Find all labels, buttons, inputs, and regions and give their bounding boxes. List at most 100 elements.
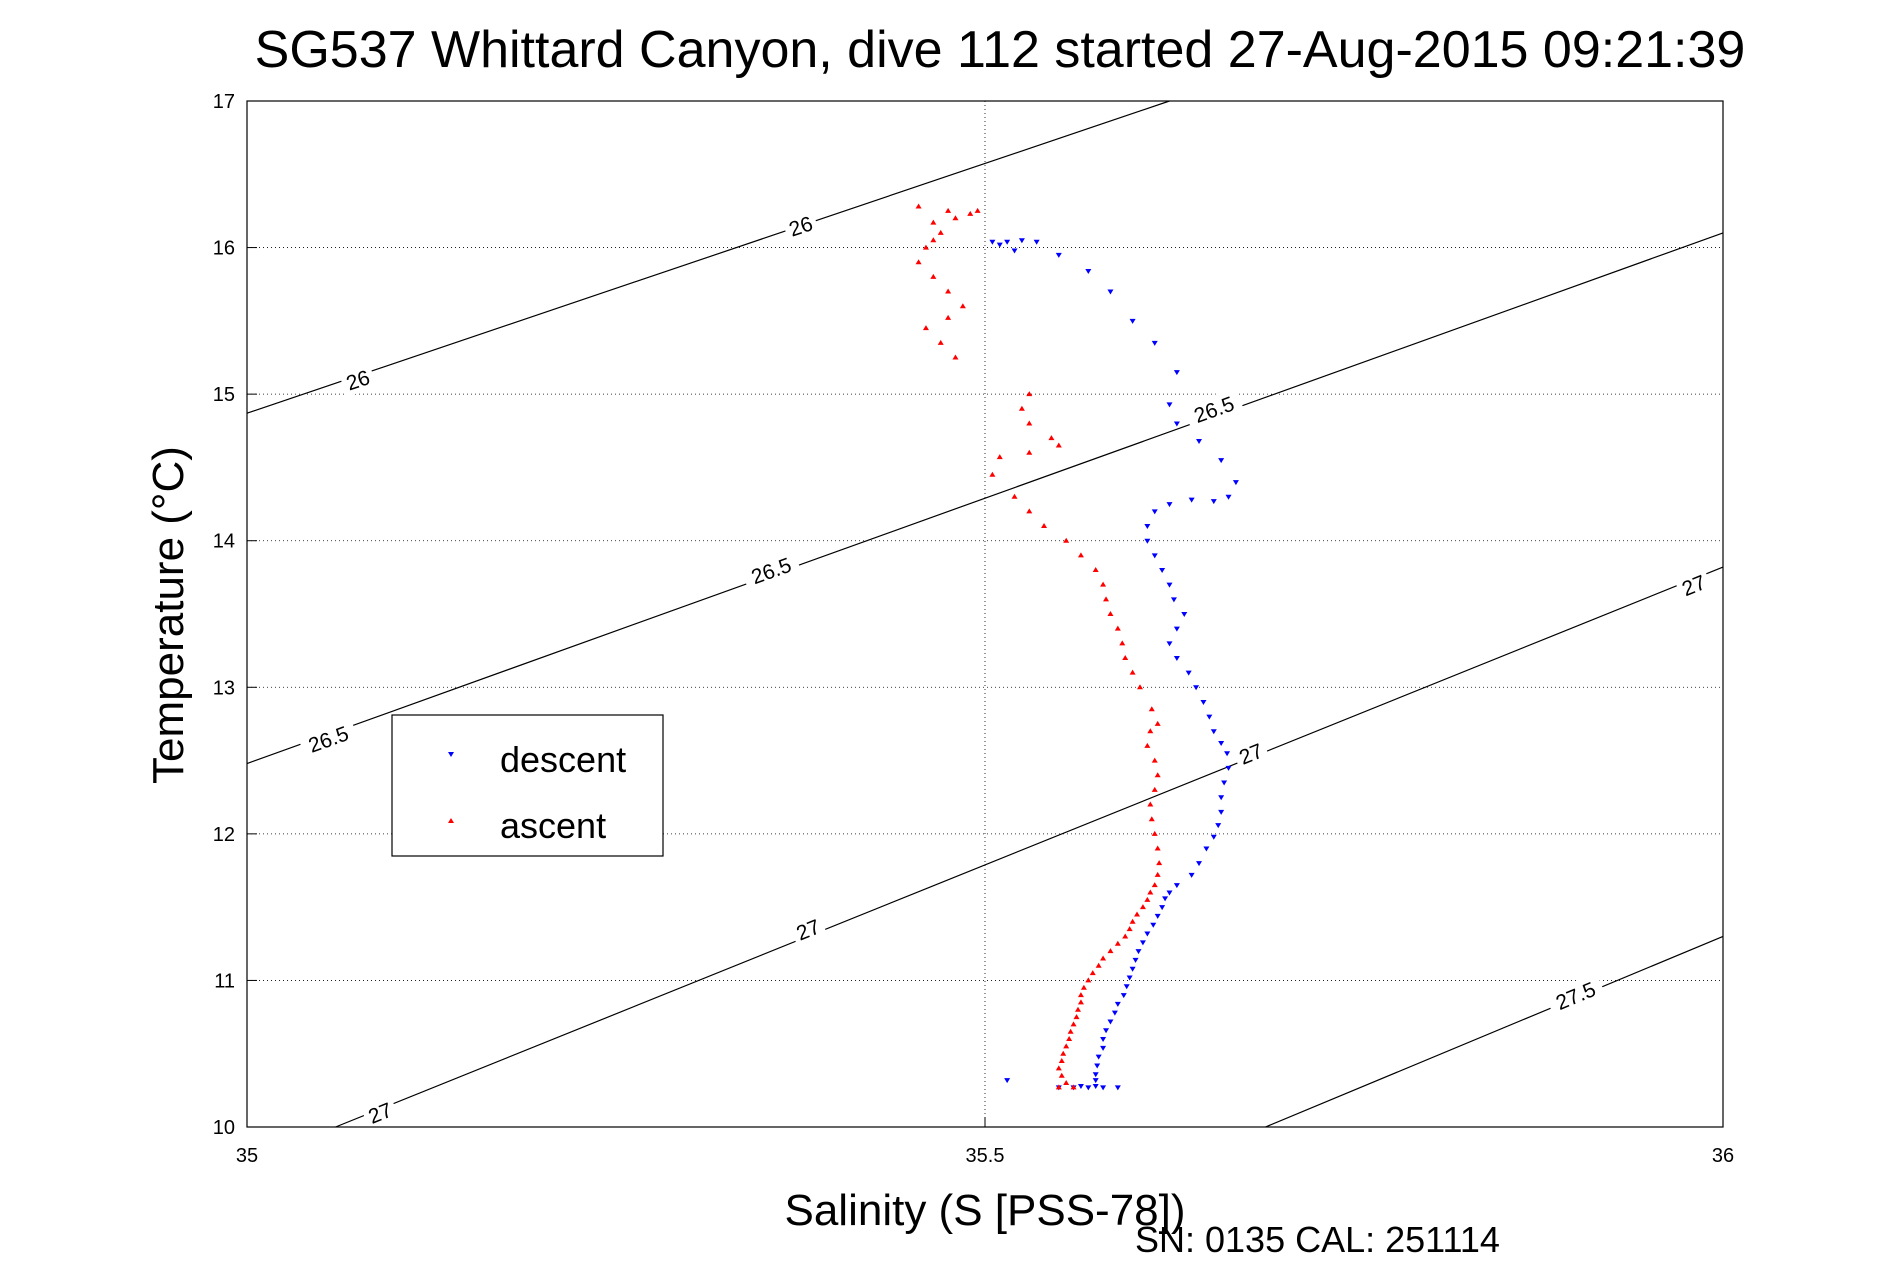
data-point-descent: [1159, 568, 1166, 574]
y-axis-label: Temperature (°C): [144, 446, 193, 784]
data-point-ascent: [1095, 962, 1102, 968]
data-point-ascent: [996, 454, 1003, 460]
data-point-descent: [1151, 553, 1158, 559]
data-point-ascent: [930, 237, 937, 243]
y-tick-label: 16: [213, 238, 235, 260]
data-point-ascent: [1055, 442, 1062, 448]
data-point-descent: [1135, 949, 1142, 955]
data-point-descent: [1151, 340, 1158, 346]
data-point-ascent: [1058, 1072, 1065, 1078]
data-point-descent: [1162, 896, 1169, 902]
contour-label: 27: [788, 911, 828, 948]
data-point-descent: [1114, 1085, 1121, 1091]
data-point-descent: [1011, 248, 1018, 254]
data-point-descent: [1092, 1078, 1099, 1084]
data-point-ascent: [1144, 742, 1151, 748]
data-point-descent: [1218, 740, 1225, 746]
y-tick-label: 12: [213, 824, 235, 846]
data-point-ascent: [1092, 567, 1099, 573]
data-point-ascent: [1154, 720, 1161, 726]
data-point-descent: [1218, 795, 1225, 801]
data-point-ascent: [915, 259, 922, 265]
data-point-ascent: [1048, 435, 1055, 441]
data-point-ascent: [1154, 772, 1161, 778]
data-point-descent: [1173, 421, 1180, 427]
data-point-descent: [1215, 823, 1222, 829]
data-point-descent: [1111, 1010, 1118, 1016]
data-point-descent: [1166, 582, 1173, 588]
grid: [246, 100, 1724, 1128]
x-tick-label: 35.5: [966, 1145, 1005, 1167]
data-point-ascent: [1041, 523, 1048, 529]
data-point-descent: [1218, 458, 1225, 464]
contour-label-background: [360, 1094, 400, 1131]
y-tick-label: 15: [213, 384, 235, 406]
contour-label: 26.5: [297, 716, 359, 761]
legend: descent ascent: [391, 714, 664, 857]
chart-title: SG537 Whittard Canyon, dive 112 started …: [255, 21, 1746, 79]
data-point-descent: [1224, 751, 1231, 757]
data-point-ascent: [1060, 1050, 1067, 1056]
data-point-ascent: [1154, 845, 1161, 851]
data-point-descent: [1055, 252, 1062, 258]
contour-label: 27: [1673, 566, 1714, 603]
contour-label-background: [740, 548, 802, 592]
data-point-descent: [1173, 883, 1180, 889]
data-point-ascent: [1151, 786, 1158, 792]
data-point-ascent: [1148, 706, 1155, 712]
data-point-descent: [1166, 641, 1173, 647]
contour-label: 26.5: [1183, 387, 1245, 431]
data-point-descent: [1123, 984, 1130, 990]
data-point-ascent: [1126, 926, 1133, 932]
data-point-descent: [1166, 890, 1173, 896]
contour-label: 26: [338, 362, 378, 397]
data-point-ascent: [1114, 940, 1121, 946]
contour-label-text: 26.5: [748, 554, 794, 589]
contour-label-background: [1673, 566, 1714, 603]
y-tick-label: 17: [213, 91, 235, 113]
data-point-descent: [1094, 1063, 1101, 1069]
data-point-descent: [1188, 497, 1195, 503]
data-point-descent: [1150, 922, 1157, 928]
data-point-ascent: [1026, 508, 1033, 514]
data-point-ascent: [930, 273, 937, 279]
data-point-ascent: [915, 203, 922, 209]
data-point-ascent: [1066, 1036, 1073, 1042]
legend-box: [391, 714, 664, 857]
data-point-ascent: [1077, 552, 1084, 558]
x-tick-label: 35: [236, 1145, 258, 1167]
data-point-descent: [1154, 913, 1161, 919]
data-point-descent: [1196, 439, 1203, 445]
data-point-ascent: [922, 244, 929, 250]
data-point-ascent: [1063, 1080, 1070, 1086]
data-point-ascent: [1077, 999, 1084, 1005]
density-contour-26: [246, 100, 1170, 414]
data-point-descent: [1144, 931, 1151, 937]
data-point-ascent: [1073, 1014, 1080, 1020]
data-point-descent: [1100, 1037, 1107, 1043]
data-point-ascent: [1122, 933, 1129, 939]
serial-calibration-note: SN: 0135 CAL: 251114: [1135, 1219, 1500, 1260]
data-point-ascent: [1089, 970, 1096, 976]
contour-label-text: 26.5: [306, 722, 352, 757]
data-point-ascent: [1139, 904, 1146, 910]
data-point-ascent: [945, 207, 952, 213]
data-point-ascent: [1067, 1028, 1074, 1034]
data-point-descent: [989, 239, 996, 245]
data-point-ascent: [1103, 596, 1110, 602]
data-point-descent: [1159, 905, 1166, 911]
data-point-ascent: [952, 354, 959, 360]
data-point-descent: [1196, 861, 1203, 867]
data-point-ascent: [952, 215, 959, 221]
data-point-descent: [1018, 238, 1025, 244]
data-point-ascent: [1026, 420, 1033, 426]
data-point-descent: [1200, 699, 1207, 705]
data-point-descent: [1210, 729, 1217, 735]
legend-label-ascent: ascent: [500, 805, 606, 846]
contour-label: 27: [1230, 735, 1271, 772]
y-tick-label: 13: [213, 677, 235, 699]
data-point-descent: [1218, 809, 1225, 815]
data-point-descent: [1004, 239, 1011, 245]
data-point-ascent: [937, 229, 944, 235]
data-point-descent: [1225, 494, 1232, 500]
